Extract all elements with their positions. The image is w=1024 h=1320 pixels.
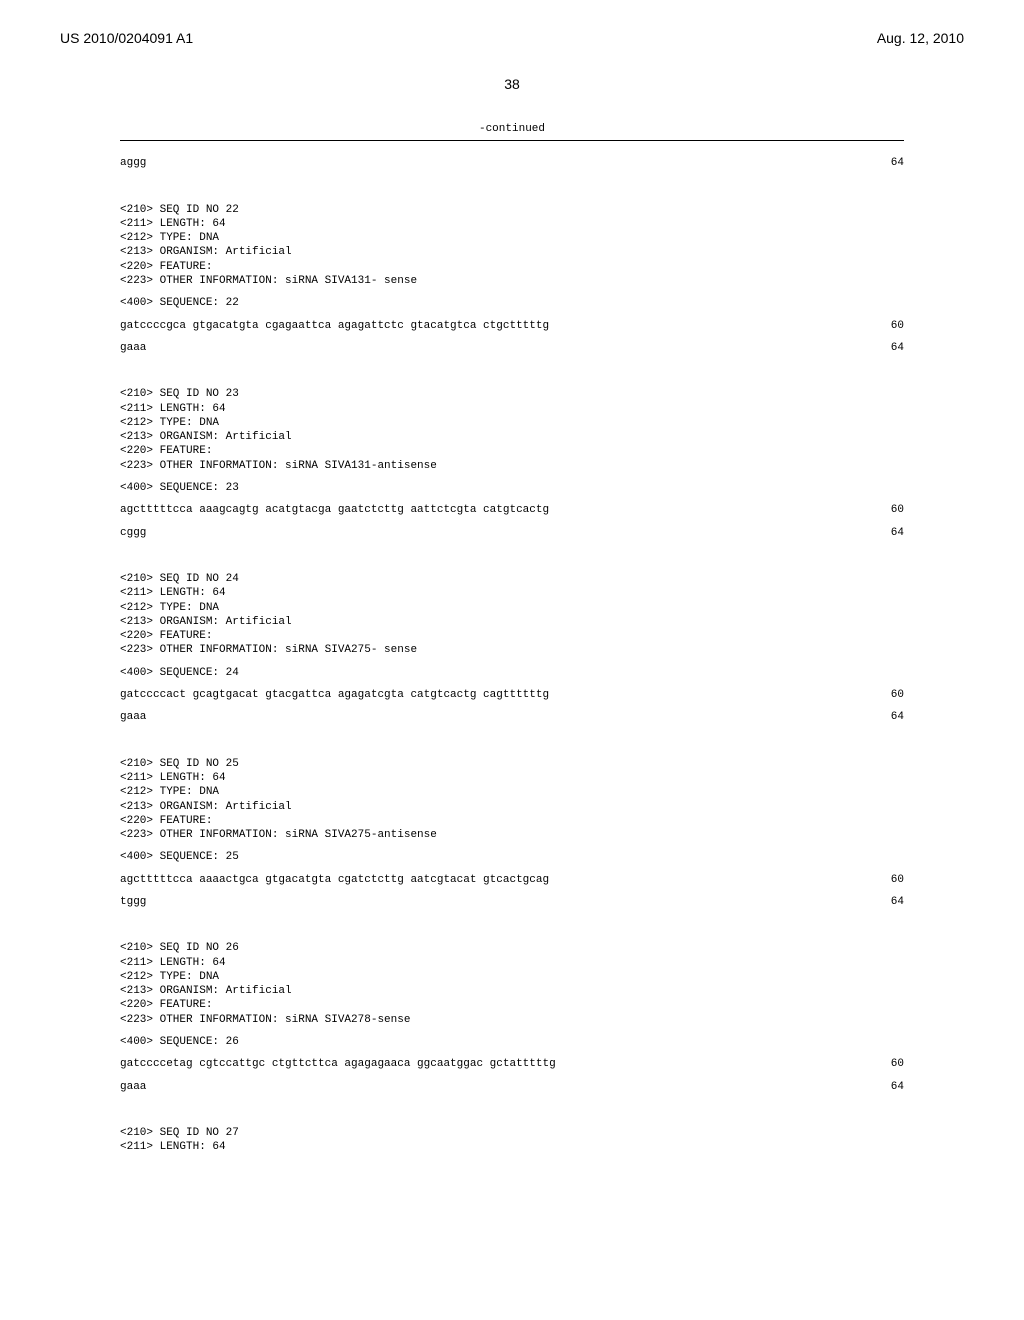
sequence-line: tggg64 <box>120 895 904 909</box>
sequence-line: aggg64 <box>120 156 904 170</box>
sequence-label: <400> SEQUENCE: 22 <box>120 296 904 310</box>
sequence-meta-line: <210> SEQ ID NO 23 <box>120 387 904 401</box>
sequence-meta-line: <212> TYPE: DNA <box>120 601 904 615</box>
sequence-block: <210> SEQ ID NO 26<211> LENGTH: 64<212> … <box>120 941 904 1094</box>
sequence-block: <210> SEQ ID NO 25<211> LENGTH: 64<212> … <box>120 757 904 910</box>
sequence-block: aggg64 <box>120 156 904 170</box>
sequence-position: 64 <box>854 526 904 540</box>
sequence-meta-line: <210> SEQ ID NO 25 <box>120 757 904 771</box>
sequence-text: gatccccact gcagtgacat gtacgattca agagatc… <box>120 688 854 702</box>
sequence-meta-line: <223> OTHER INFORMATION: siRNA SIVA131-a… <box>120 459 904 473</box>
sequence-text: cggg <box>120 526 854 540</box>
sequence-meta-line: <213> ORGANISM: Artificial <box>120 800 904 814</box>
sequence-meta-line: <223> OTHER INFORMATION: siRNA SIVA275-a… <box>120 828 904 842</box>
sequence-text: gaaa <box>120 710 854 724</box>
sequence-meta-line: <210> SEQ ID NO 22 <box>120 203 904 217</box>
sequence-meta-line: <211> LENGTH: 64 <box>120 1140 904 1154</box>
sequence-block: <210> SEQ ID NO 24<211> LENGTH: 64<212> … <box>120 572 904 725</box>
sequence-position: 60 <box>854 503 904 517</box>
document-header: US 2010/0204091 A1 Aug. 12, 2010 <box>0 0 1024 56</box>
sequence-line: gatccccact gcagtgacat gtacgattca agagatc… <box>120 688 904 702</box>
sequence-text: agctttttcca aaaactgca gtgacatgta cgatctc… <box>120 873 854 887</box>
sequence-line: agctttttcca aaagcagtg acatgtacga gaatctc… <box>120 503 904 517</box>
sequence-position: 64 <box>854 156 904 170</box>
sequence-position: 64 <box>854 341 904 355</box>
sequence-meta-line: <223> OTHER INFORMATION: siRNA SIVA131- … <box>120 274 904 288</box>
sequence-block: <210> SEQ ID NO 23<211> LENGTH: 64<212> … <box>120 387 904 540</box>
sequence-meta-line: <210> SEQ ID NO 27 <box>120 1126 904 1140</box>
sequence-meta-line: <212> TYPE: DNA <box>120 231 904 245</box>
publication-date: Aug. 12, 2010 <box>877 30 964 46</box>
sequence-block: <210> SEQ ID NO 22<211> LENGTH: 64<212> … <box>120 203 904 356</box>
publication-number: US 2010/0204091 A1 <box>60 30 193 46</box>
sequence-meta-line: <213> ORGANISM: Artificial <box>120 984 904 998</box>
sequence-meta-line: <212> TYPE: DNA <box>120 416 904 430</box>
sequence-line: agctttttcca aaaactgca gtgacatgta cgatctc… <box>120 873 904 887</box>
sequence-line: gaaa64 <box>120 710 904 724</box>
sequence-label: <400> SEQUENCE: 24 <box>120 666 904 680</box>
sequence-line: gatccccgca gtgacatgta cgagaattca agagatt… <box>120 319 904 333</box>
sequences-container: aggg64<210> SEQ ID NO 22<211> LENGTH: 64… <box>120 156 904 1154</box>
sequence-meta-line: <220> FEATURE: <box>120 814 904 828</box>
sequence-line: cggg64 <box>120 526 904 540</box>
sequence-meta-line: <212> TYPE: DNA <box>120 970 904 984</box>
sequence-position: 60 <box>854 873 904 887</box>
sequence-meta-line: <213> ORGANISM: Artificial <box>120 430 904 444</box>
sequence-meta-line: <210> SEQ ID NO 26 <box>120 941 904 955</box>
sequence-text: gatccccgca gtgacatgta cgagaattca agagatt… <box>120 319 854 333</box>
sequence-meta-line: <213> ORGANISM: Artificial <box>120 615 904 629</box>
continued-label: -continued <box>120 122 904 136</box>
sequence-listing-content: -continued aggg64<210> SEQ ID NO 22<211>… <box>0 122 1024 1155</box>
sequence-position: 64 <box>854 895 904 909</box>
sequence-position: 60 <box>854 319 904 333</box>
sequence-meta-line: <211> LENGTH: 64 <box>120 217 904 231</box>
sequence-meta-line: <220> FEATURE: <box>120 260 904 274</box>
sequence-line: gatccccetag cgtccattgc ctgttcttca agagag… <box>120 1057 904 1071</box>
top-divider <box>120 140 904 141</box>
sequence-position: 64 <box>854 1080 904 1094</box>
sequence-label: <400> SEQUENCE: 25 <box>120 850 904 864</box>
sequence-meta-line: <213> ORGANISM: Artificial <box>120 245 904 259</box>
sequence-text: gaaa <box>120 341 854 355</box>
sequence-meta-line: <223> OTHER INFORMATION: siRNA SIVA275- … <box>120 643 904 657</box>
sequence-line: gaaa64 <box>120 341 904 355</box>
sequence-meta-line: <220> FEATURE: <box>120 629 904 643</box>
sequence-text: gatccccetag cgtccattgc ctgttcttca agagag… <box>120 1057 854 1071</box>
sequence-line: gaaa64 <box>120 1080 904 1094</box>
sequence-text: agctttttcca aaagcagtg acatgtacga gaatctc… <box>120 503 854 517</box>
sequence-meta-line: <211> LENGTH: 64 <box>120 956 904 970</box>
page-number: 38 <box>0 76 1024 92</box>
sequence-block: <210> SEQ ID NO 27<211> LENGTH: 64 <box>120 1126 904 1155</box>
sequence-text: tggg <box>120 895 854 909</box>
sequence-meta-line: <211> LENGTH: 64 <box>120 586 904 600</box>
sequence-meta-line: <210> SEQ ID NO 24 <box>120 572 904 586</box>
sequence-meta-line: <211> LENGTH: 64 <box>120 402 904 416</box>
sequence-label: <400> SEQUENCE: 26 <box>120 1035 904 1049</box>
sequence-position: 60 <box>854 1057 904 1071</box>
sequence-label: <400> SEQUENCE: 23 <box>120 481 904 495</box>
sequence-meta-line: <211> LENGTH: 64 <box>120 771 904 785</box>
sequence-meta-line: <220> FEATURE: <box>120 444 904 458</box>
sequence-meta-line: <223> OTHER INFORMATION: siRNA SIVA278-s… <box>120 1013 904 1027</box>
sequence-meta-line: <220> FEATURE: <box>120 998 904 1012</box>
sequence-text: gaaa <box>120 1080 854 1094</box>
sequence-position: 60 <box>854 688 904 702</box>
sequence-position: 64 <box>854 710 904 724</box>
sequence-meta-line: <212> TYPE: DNA <box>120 785 904 799</box>
sequence-text: aggg <box>120 156 854 170</box>
